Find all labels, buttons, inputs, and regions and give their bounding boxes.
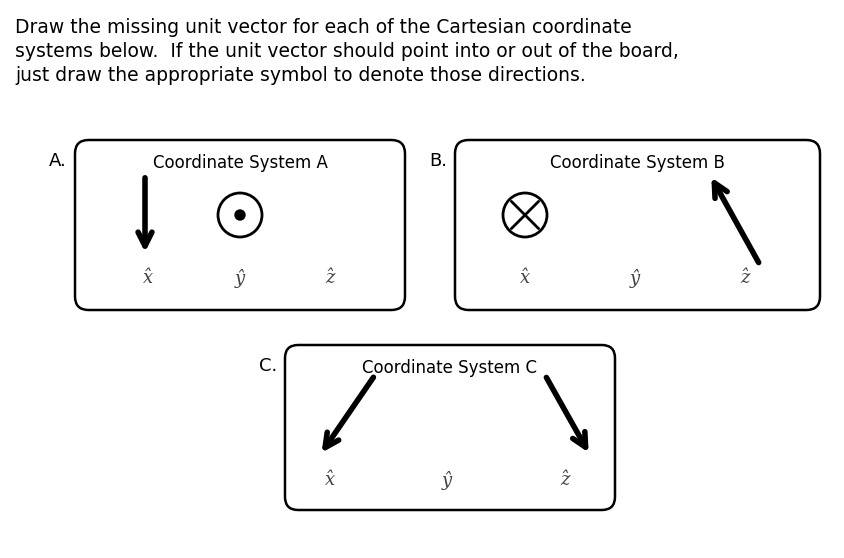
Text: Coordinate System B: Coordinate System B [550,154,725,172]
Text: ẑ: ẑ [325,269,335,287]
FancyBboxPatch shape [75,140,405,310]
Text: A.: A. [49,152,67,170]
Text: x̂: x̂ [520,269,530,287]
Text: Draw the missing unit vector for each of the Cartesian coordinate: Draw the missing unit vector for each of… [15,18,632,37]
Text: C.: C. [259,357,277,375]
Text: ẑ: ẑ [560,471,570,489]
Text: x̂: x̂ [325,471,335,489]
FancyBboxPatch shape [455,140,820,310]
Text: Coordinate System C: Coordinate System C [363,359,538,377]
Text: Coordinate System A: Coordinate System A [153,154,327,172]
Text: just draw the appropriate symbol to denote those directions.: just draw the appropriate symbol to deno… [15,66,586,85]
Text: B.: B. [429,152,447,170]
Text: ẑ: ẑ [740,269,749,287]
Circle shape [235,210,245,220]
FancyBboxPatch shape [285,345,615,510]
Text: x̂: x̂ [143,269,153,287]
Text: ŷ: ŷ [235,268,245,287]
Text: systems below.  If the unit vector should point into or out of the board,: systems below. If the unit vector should… [15,42,679,61]
Text: ŷ: ŷ [442,470,452,489]
Text: ŷ: ŷ [630,268,640,287]
